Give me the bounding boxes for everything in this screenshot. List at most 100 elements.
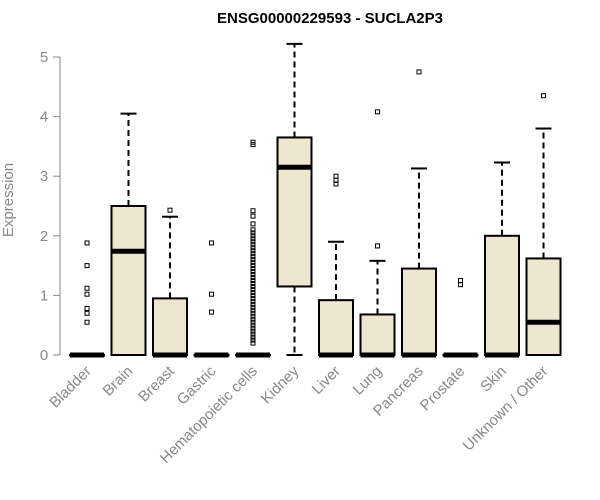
outlier-point	[84, 263, 90, 269]
outlier-point	[250, 316, 256, 322]
iqr-box	[359, 313, 396, 356]
outlier-point	[250, 208, 256, 214]
outlier-point	[250, 266, 256, 272]
outlier-point	[250, 213, 256, 219]
outlier-point	[250, 280, 256, 286]
outlier-point	[250, 283, 256, 289]
outlier-point	[209, 291, 214, 297]
outlier-point	[250, 245, 256, 251]
box-group	[69, 240, 105, 358]
outlier-point	[458, 278, 463, 283]
y-axis-label: Expression	[0, 163, 17, 237]
outlier-point	[250, 233, 256, 239]
box-group	[152, 207, 188, 358]
y-tick-label: 5	[40, 49, 48, 66]
outlier-point	[250, 230, 256, 236]
outlier-point	[250, 278, 256, 283]
outlier-point	[250, 328, 256, 334]
outlier-point	[84, 310, 90, 316]
box-group	[276, 42, 313, 356]
outlier-point	[250, 325, 256, 331]
outlier-point	[84, 285, 90, 291]
outlier-point	[250, 272, 256, 278]
outlier-point	[375, 109, 380, 115]
outlier-point	[250, 263, 256, 269]
outlier-point	[250, 227, 256, 233]
outlier-point	[250, 239, 256, 245]
outlier-point	[84, 319, 90, 325]
outlier-point	[250, 242, 256, 248]
outlier-point	[167, 207, 173, 213]
iqr-box	[484, 234, 520, 356]
outlier-point	[250, 269, 256, 275]
outlier-point	[250, 331, 256, 337]
outlier-point	[250, 236, 256, 242]
outlier-point	[458, 282, 463, 288]
iqr-box	[525, 257, 562, 356]
outlier-point	[250, 319, 256, 325]
y-tick-label: 1	[40, 287, 48, 304]
chart-title: ENSG00000229593 - SUCLA2P3	[217, 10, 443, 27]
box-group	[359, 109, 396, 358]
outlier-point	[541, 93, 546, 99]
outlier-point	[250, 307, 256, 313]
outlier-point	[250, 289, 256, 295]
box-group	[484, 161, 520, 358]
outlier-point	[250, 340, 256, 346]
outlier-point	[416, 69, 422, 75]
outlier-point	[250, 221, 256, 227]
outlier-point	[250, 313, 256, 319]
outlier-point	[250, 275, 256, 281]
x-tick-label: Skin	[477, 363, 510, 396]
outlier-point	[250, 251, 256, 257]
outlier-point	[84, 291, 90, 297]
y-tick-label: 3	[40, 168, 48, 185]
outlier-point	[250, 337, 256, 343]
outlier-point	[250, 301, 256, 307]
y-axis: 0 1 2 3 4 5	[40, 49, 61, 364]
y-tick-label: 4	[40, 109, 48, 126]
outlier-point	[250, 142, 256, 148]
x-tick-label: Prostate	[417, 363, 469, 415]
outlier-point	[84, 240, 90, 246]
outlier-point	[84, 306, 90, 312]
x-tick-label: Kidney	[258, 362, 303, 407]
x-tick-label: Breast	[135, 362, 178, 405]
box-group	[318, 173, 354, 358]
iqr-box	[276, 136, 313, 288]
x-tick-label: Bladder	[46, 363, 95, 412]
iqr-box	[318, 299, 354, 356]
outlier-point	[250, 292, 256, 298]
y-tick-label: 0	[40, 347, 48, 364]
box-group	[401, 69, 437, 358]
outlier-point	[333, 173, 339, 179]
outlier-point	[250, 257, 256, 263]
iqr-box	[152, 297, 188, 357]
box-group	[235, 139, 271, 358]
outlier-point	[250, 298, 256, 304]
outlier-point	[250, 322, 256, 328]
outlier-point	[209, 240, 214, 246]
outlier-point	[250, 286, 256, 292]
box-group	[110, 112, 147, 356]
outlier-point	[250, 334, 256, 340]
x-tick-label: Brain	[100, 363, 137, 400]
outlier-point	[250, 310, 256, 316]
outlier-point	[250, 254, 256, 260]
outlier-point	[333, 181, 339, 187]
outlier-point	[250, 295, 256, 301]
outlier-point	[375, 243, 380, 249]
box-group	[442, 278, 479, 358]
box-group	[193, 240, 230, 358]
box-series	[69, 42, 562, 358]
x-tick-label: Lung	[350, 363, 386, 399]
box-group	[525, 93, 562, 356]
iqr-box	[110, 205, 147, 356]
outlier-point	[250, 304, 256, 310]
outlier-point	[250, 248, 256, 254]
iqr-box	[401, 267, 437, 356]
outlier-point	[250, 260, 256, 266]
outlier-point	[209, 309, 214, 315]
